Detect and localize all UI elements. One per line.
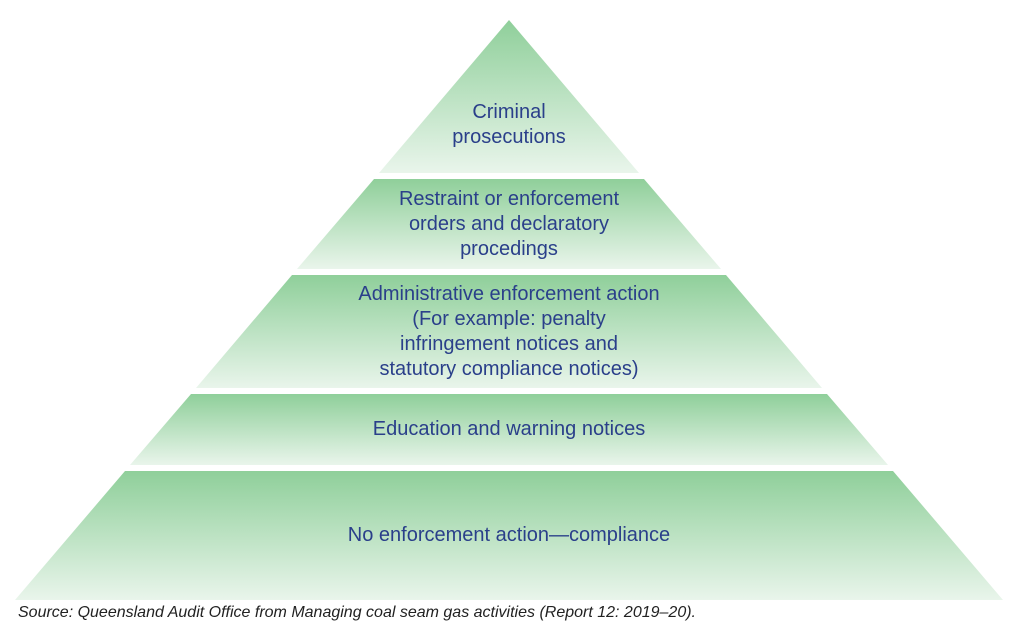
pyramid-layer-label: Education and warning notices — [373, 417, 645, 442]
pyramid-layer-label: Restraint or enforcement orders and decl… — [399, 187, 619, 262]
pyramid-layer-0: Criminal prosecutions — [379, 20, 639, 173]
pyramid-layer-2: Administrative enforcement action (For e… — [196, 275, 822, 388]
source-attribution: Source: Queensland Audit Office from Man… — [10, 604, 1008, 622]
pyramid-layer-label: Criminal prosecutions — [452, 100, 565, 150]
pyramid-layer-4: No enforcement action—compliance — [15, 471, 1003, 600]
pyramid-layer-1: Restraint or enforcement orders and decl… — [297, 179, 721, 269]
pyramid-layer-3: Education and warning notices — [130, 394, 888, 465]
pyramid-layer-label: Administrative enforcement action (For e… — [358, 282, 659, 382]
enforcement-pyramid: Criminal prosecutions Restraint or enfor… — [10, 10, 1008, 600]
pyramid-layer-label: No enforcement action—compliance — [348, 523, 670, 548]
